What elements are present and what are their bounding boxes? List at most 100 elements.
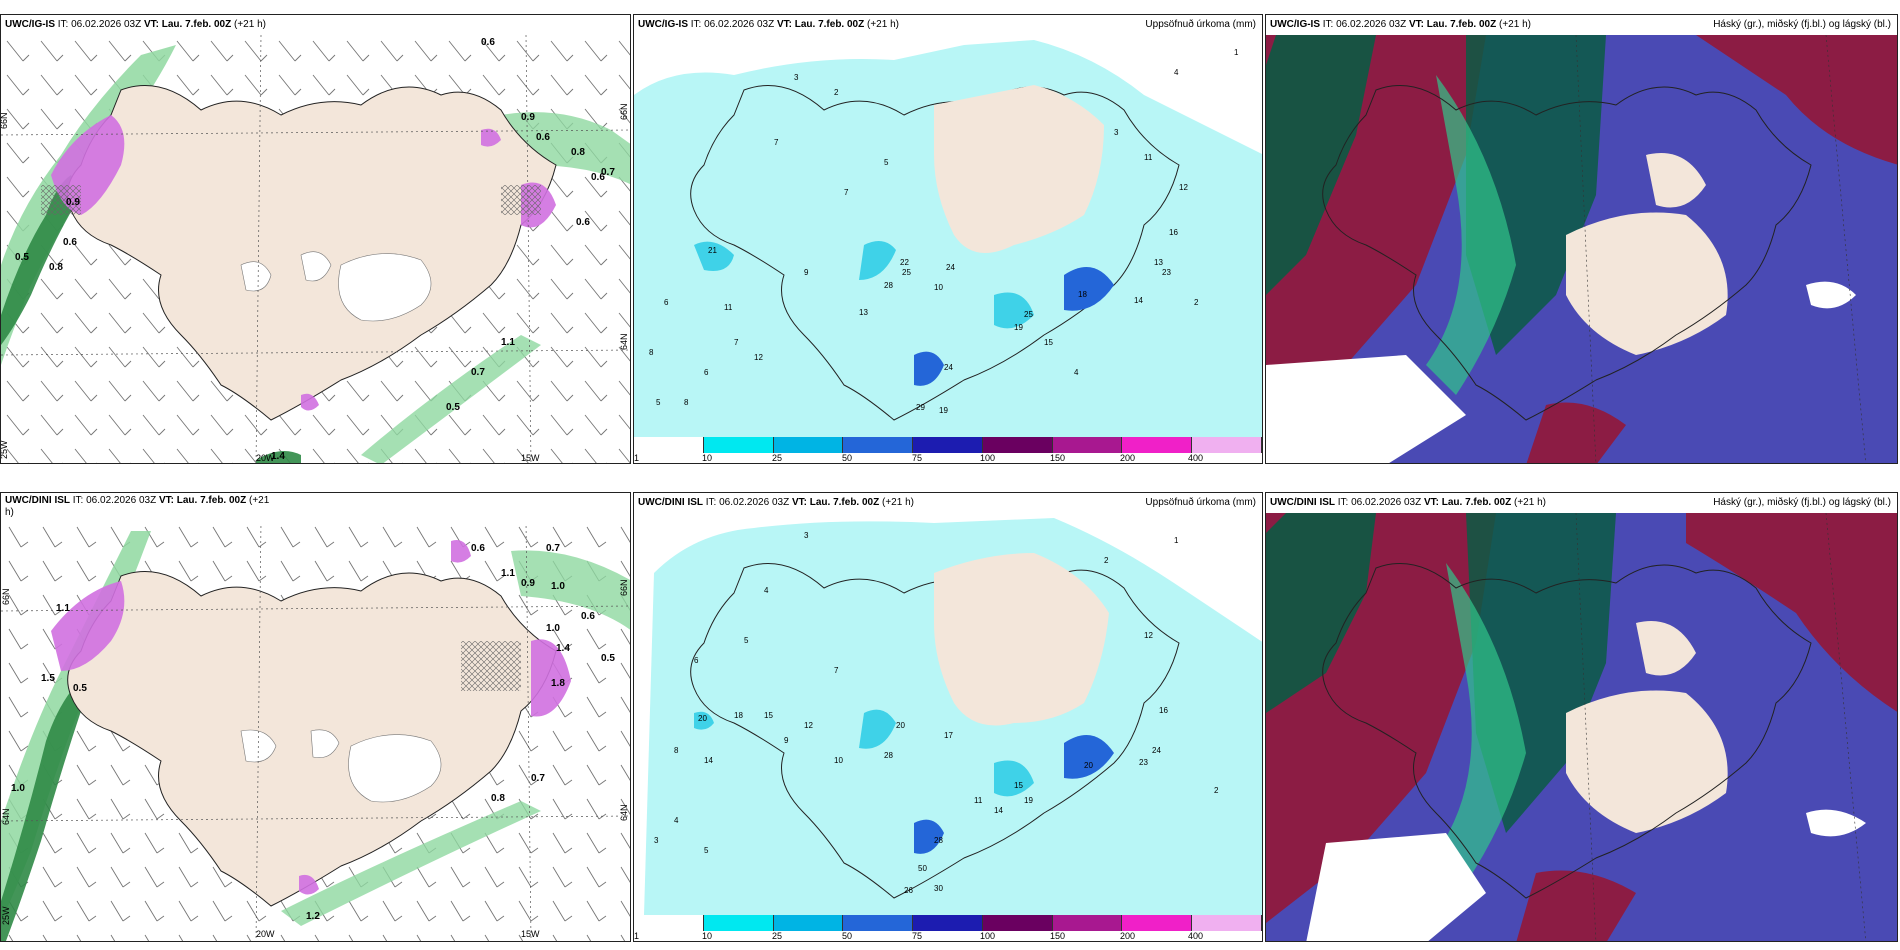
legend-box	[1192, 437, 1262, 453]
wind-value: 1.0	[551, 581, 565, 592]
lon-label-15w: 15W	[521, 453, 540, 463]
wind-value: 0.5	[15, 252, 29, 263]
precip-value: 15	[1014, 781, 1023, 790]
lat-label-64n-right: 64N	[619, 333, 629, 350]
strong-wind-westfjords	[51, 581, 125, 671]
wind-value: 0.8	[571, 147, 585, 158]
wind-band-southeast	[281, 801, 541, 926]
lead-time: (+21 h)	[1499, 19, 1531, 30]
strong-wind-northeast	[451, 540, 471, 563]
legend-boxes	[634, 437, 1262, 453]
legend-box	[703, 915, 774, 931]
precip-band-4	[1064, 735, 1114, 779]
precip-value: 12	[1144, 631, 1153, 640]
it-label: IT:	[72, 495, 84, 506]
precip-value: 13	[1154, 258, 1163, 267]
lead-time: (+21 h)	[234, 19, 266, 30]
iceland-outline	[1322, 563, 1812, 899]
precip-value: 2	[1104, 556, 1109, 565]
legend-box	[1192, 915, 1262, 931]
model-name: UWC/DINI ISL	[5, 495, 70, 506]
precip-band-1	[694, 241, 734, 271]
precip-value: 14	[994, 806, 1003, 815]
land-clear	[1566, 212, 1728, 355]
wind-value: 0.6	[481, 37, 495, 48]
land-clear-north	[1646, 153, 1706, 208]
precip-area	[634, 40, 1262, 437]
legend-tick: 100	[980, 453, 996, 463]
dry-land-north	[934, 85, 1104, 253]
precip-value: 8	[674, 746, 679, 755]
precip-band-2	[859, 241, 896, 280]
cloud-mid-east	[1686, 513, 1897, 712]
lead-time: (+21	[249, 495, 270, 506]
legend-tick: 75	[912, 453, 923, 463]
vt-value: Lau. 7.feb. 00Z	[176, 495, 247, 506]
precip-value: 3	[654, 836, 659, 845]
precip-value: 13	[859, 308, 868, 317]
precip-value: 2	[1194, 298, 1199, 307]
strong-wind-south	[301, 393, 319, 411]
precip-value: 20	[1084, 761, 1093, 770]
precip-value: 23	[1139, 758, 1148, 767]
vt-value: Lau. 7.feb. 00Z	[161, 19, 232, 30]
precip-value: 30	[934, 884, 943, 893]
map-title: Uppsöfnuð úrkoma (mm)	[1145, 497, 1256, 508]
wind-value: 0.5	[601, 653, 615, 664]
wind-value: 1.0	[11, 783, 25, 794]
precip-value: 24	[1152, 746, 1161, 755]
precip-band-5	[914, 819, 944, 854]
precip-value: 10	[834, 756, 843, 765]
precip-value: 12	[754, 353, 763, 362]
glacier-langjokull	[240, 261, 272, 292]
precip-value: 20	[896, 721, 905, 730]
legend-box	[843, 437, 914, 453]
lat-label-66n: 66N	[1, 112, 9, 129]
wind-band-west-core	[1, 175, 81, 345]
precip-value: 25	[1024, 310, 1033, 319]
legend-tick: 50	[842, 453, 853, 463]
map-title: Uppsöfnuð úrkoma (mm)	[1145, 19, 1256, 30]
precip-value: 23	[1162, 268, 1171, 277]
precip-band-2	[859, 709, 896, 749]
legend-tick: 25	[772, 931, 783, 941]
precip-clear-ne	[1144, 35, 1262, 154]
vt-value: Lau. 7.feb. 00Z	[794, 19, 865, 30]
legend-box	[634, 915, 704, 931]
vt-label: VT:	[1423, 497, 1439, 508]
precip-value: 28	[934, 836, 943, 845]
it-value: 06.02.2026 03Z	[704, 19, 775, 30]
precip-value: 16	[1159, 706, 1168, 715]
precip-value: 1	[1174, 536, 1179, 545]
cloud-high-west	[1266, 35, 1376, 295]
it-label: IT:	[1337, 497, 1349, 508]
wind-band-south	[256, 451, 301, 463]
panel-bottom-cloud: UWC/DINI ISL IT: 06.02.2026 03Z VT: Lau.…	[1265, 492, 1898, 942]
wind-value: 1.8	[551, 678, 565, 689]
precip-band-3	[994, 760, 1034, 797]
legend-tick: 150	[1050, 453, 1066, 463]
wind-band-east	[511, 550, 630, 630]
clear-south	[1266, 355, 1466, 463]
precip-value: 4	[1174, 68, 1179, 77]
precip-value: 16	[1169, 228, 1178, 237]
it-label: IT:	[1322, 19, 1334, 30]
wind-value: 1.4	[271, 451, 285, 462]
precip-value: 8	[649, 348, 654, 357]
wind-value: 0.7	[531, 773, 545, 784]
precip-value: 7	[774, 138, 779, 147]
precip-value: 14	[704, 756, 713, 765]
precip-map: 2 3 4 7 5 7 6 7 8 9 21 11 12 22 25 28 13…	[634, 35, 1262, 437]
wind-value: 0.8	[49, 262, 63, 273]
wind-value: 0.6	[591, 172, 605, 183]
panel-top-wind: UWC/IG-IS IT: 06.02.2026 03Z VT: Lau. 7.…	[0, 14, 631, 464]
wind-band-west	[1, 45, 176, 365]
wind-value: 0.7	[601, 167, 615, 178]
legend-box	[982, 915, 1053, 931]
precip-values: 2 3 4 7 5 7 6 7 8 9 21 11 12 22 25 28 13…	[649, 48, 1239, 415]
precip-band-5	[914, 351, 944, 386]
wind-value: 1.4	[556, 643, 570, 654]
panel-top-precip: UWC/IG-IS IT: 06.02.2026 03Z VT: Lau. 7.…	[633, 14, 1263, 464]
precip-legend: 1 10 25 50 75 100 150 200 400	[634, 915, 1262, 941]
legend-ticks: 1 10 25 50 75 100 150 200 400	[634, 453, 1262, 463]
